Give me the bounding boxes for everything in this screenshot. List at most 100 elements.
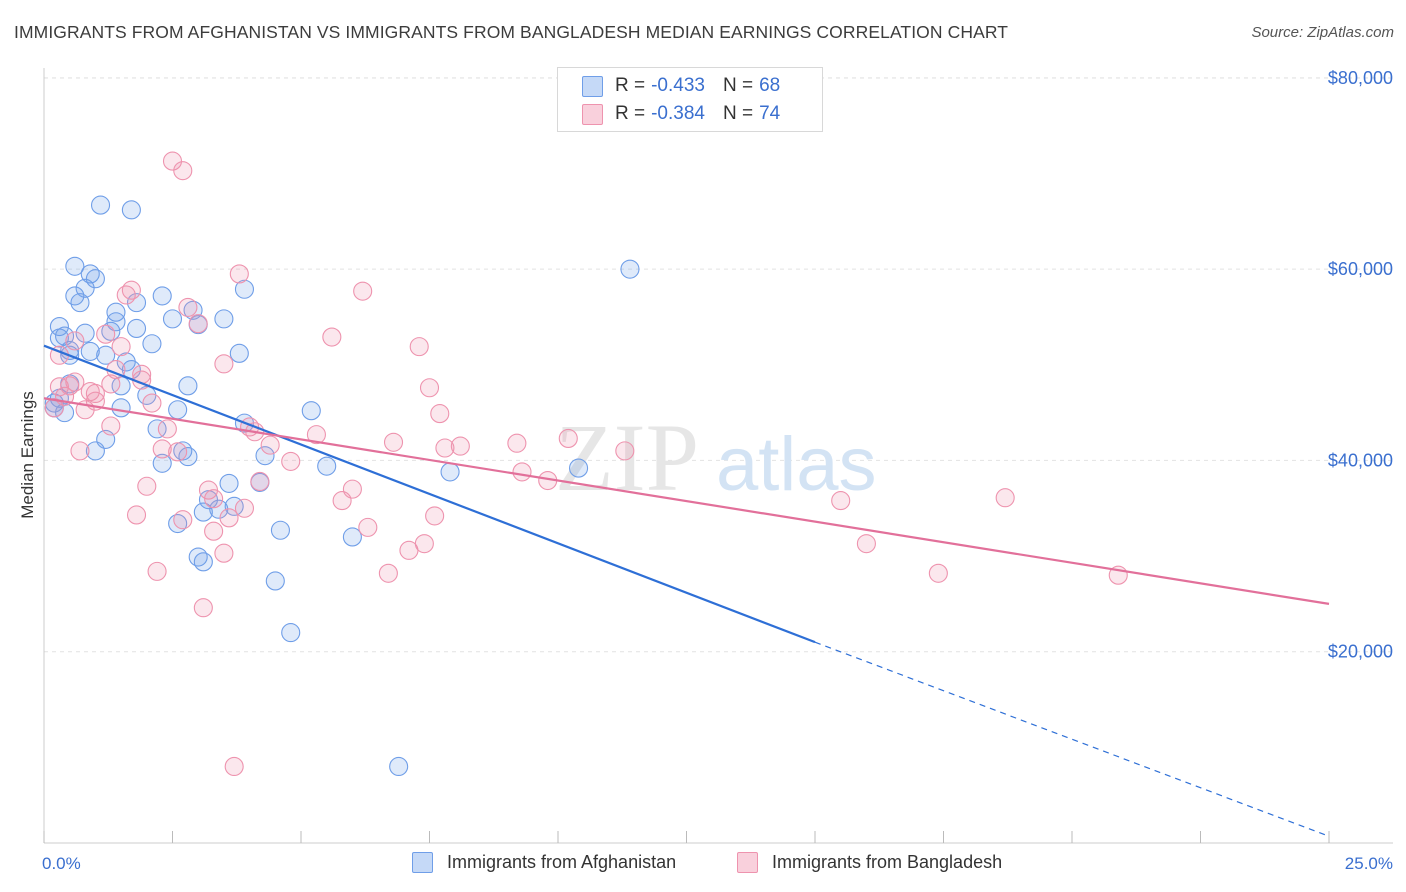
afghanistan-point — [106, 302, 126, 322]
afghanistan-point — [281, 623, 301, 643]
bangladesh-point — [70, 441, 90, 461]
afghanistan-point — [255, 446, 275, 466]
bangladesh-point — [173, 161, 193, 181]
afghanistan-point — [229, 343, 249, 363]
bangladesh-point — [856, 534, 876, 554]
afghanistan-point — [75, 323, 95, 343]
afghanistan-point — [126, 293, 147, 313]
legend-n-value-afghanistan: 68 — [759, 75, 781, 96]
bangladesh-point — [342, 479, 362, 499]
bangladesh-point — [168, 442, 188, 462]
legend-box: R = -0.433 N = 68 R = -0.384 N = 74 — [557, 67, 823, 132]
bangladesh-point — [162, 151, 183, 171]
afghanistan-point — [80, 341, 100, 361]
afghanistan-trend-extension — [814, 641, 1330, 837]
bangladesh-point — [142, 393, 162, 413]
afghanistan-point — [342, 527, 362, 547]
afghanistan-point — [49, 328, 69, 348]
bangladesh-point — [49, 377, 69, 397]
y-tick-labels: $20,000 $40,000 $60,000 $80,000 — [1328, 68, 1393, 662]
bangladesh-point — [419, 378, 440, 398]
bangladesh-point — [214, 543, 234, 563]
x-tick-label-right: 25.0% — [1345, 854, 1393, 873]
afghanistan-point — [317, 456, 337, 476]
afghanistan-point — [96, 345, 116, 365]
afghanistan-point — [193, 552, 213, 572]
watermark-zip: ZIP — [555, 404, 699, 511]
bangladesh-point — [157, 419, 177, 439]
bangladesh-trend-line — [43, 397, 1330, 605]
x-ticks — [43, 831, 1330, 843]
bangladesh-point — [204, 489, 224, 509]
afghanistan-point — [85, 269, 105, 289]
afghanistan-point — [219, 473, 239, 493]
bangladesh-point — [121, 280, 141, 300]
afghanistan-point — [301, 401, 321, 421]
bottom-legend-bangladesh: Immigrants from Bangladesh — [737, 852, 1002, 873]
bangladesh-point — [152, 439, 172, 459]
bangladesh-point — [615, 441, 635, 461]
bangladesh-point — [126, 505, 147, 525]
bangladesh-point — [383, 432, 404, 452]
afghanistan-point — [65, 256, 85, 276]
legend-n-label: N = — [722, 75, 754, 96]
bottom-legend-afghanistan: Immigrants from Afghanistan — [412, 852, 676, 873]
bangladesh-point — [60, 376, 80, 396]
afghanistan-point — [168, 400, 188, 420]
source-credit: Source: ZipAtlas.com — [1251, 24, 1394, 41]
legend-row-afghanistan: R = -0.433 N = 68 — [582, 74, 780, 98]
axes — [43, 68, 1393, 844]
y-tick-label: $60,000 — [1328, 259, 1393, 279]
legend-r-label: R = — [615, 75, 646, 96]
bangladesh-point — [188, 314, 208, 334]
bangladesh-point — [260, 435, 280, 455]
afghanistan-point — [106, 312, 126, 332]
bangladesh-point — [147, 561, 167, 581]
bangladesh-point — [414, 534, 434, 554]
legend-r-value-afghanistan: -0.433 — [651, 75, 705, 96]
afghanistan-point — [152, 286, 172, 306]
x-tick-label-left: 0.0% — [42, 854, 81, 873]
legend-n-label: N = — [722, 103, 754, 124]
series-bangladesh-points — [44, 151, 1128, 777]
afghanistan-point — [270, 520, 290, 540]
bangladesh-point — [65, 331, 85, 351]
bangladesh-point — [281, 451, 301, 471]
bangladesh-point — [450, 436, 470, 456]
bangladesh-point — [378, 563, 398, 583]
bangladesh-point — [178, 297, 198, 317]
bangladesh-point — [193, 598, 213, 618]
bangladesh-point — [234, 498, 255, 518]
afghanistan-point — [101, 321, 121, 341]
chart-title: IMMIGRANTS FROM AFGHANISTAN VS IMMIGRANT… — [14, 22, 1009, 42]
bottom-legend-label-afghanistan: Immigrants from Afghanistan — [447, 852, 677, 872]
gridlines — [44, 77, 1393, 653]
afghanistan-point — [147, 419, 167, 439]
bangladesh-point — [831, 491, 851, 511]
afghanistan-point — [178, 376, 198, 396]
bangladesh-point — [96, 324, 116, 344]
bangladesh-point — [995, 488, 1015, 508]
bangladesh-point — [65, 372, 85, 392]
bangladesh-point — [224, 756, 244, 777]
legend-r-value-bangladesh: -0.384 — [651, 103, 705, 124]
bottom-legend-label-bangladesh: Immigrants from Bangladesh — [772, 852, 1003, 872]
afghanistan-point — [90, 195, 111, 215]
afghanistan-point — [65, 286, 85, 306]
afghanistan-point — [265, 571, 285, 591]
bangladesh-point — [425, 506, 445, 526]
bangladesh-point — [322, 327, 342, 347]
afghanistan-point — [620, 259, 640, 279]
afghanistan-point — [214, 309, 234, 329]
bangladesh-point — [558, 428, 578, 448]
bangladesh-point — [306, 425, 326, 445]
bangladesh-point — [101, 374, 121, 394]
bangladesh-point — [214, 354, 234, 374]
afghanistan-point — [142, 334, 162, 354]
legend-row-bangladesh: R = -0.384 N = 74 — [582, 102, 780, 126]
bangladesh-point — [250, 471, 270, 492]
bangladesh-point — [430, 404, 450, 424]
afghanistan-point — [126, 318, 147, 339]
bangladesh-point — [85, 383, 105, 404]
